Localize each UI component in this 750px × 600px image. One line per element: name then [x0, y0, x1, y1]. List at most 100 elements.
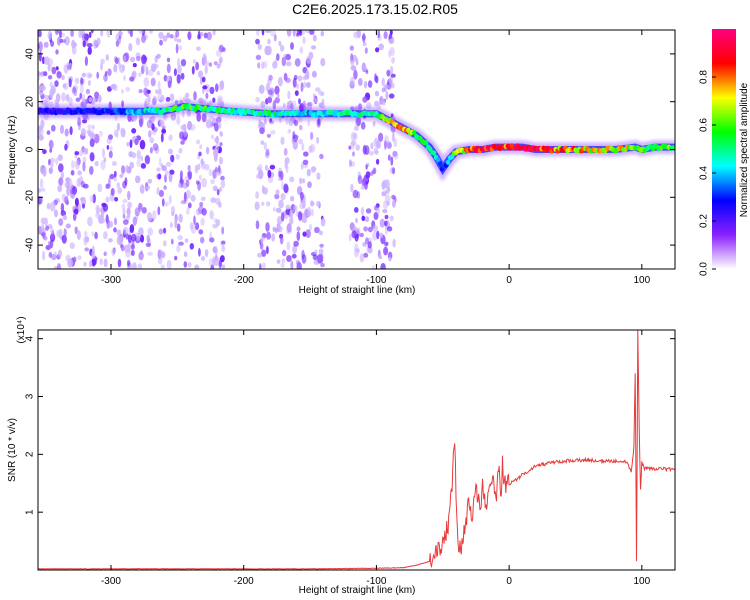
snr-y-tick-label: 2	[25, 451, 36, 457]
noise-speckle	[55, 93, 61, 103]
noise-speckle	[38, 74, 41, 81]
noise-speckle	[135, 56, 141, 62]
noise-speckle	[388, 93, 395, 99]
noise-speckle	[175, 30, 180, 38]
noise-speckle	[212, 97, 216, 103]
noise-speckle	[201, 76, 206, 83]
noise-speckle	[48, 139, 54, 149]
noise-speckle	[122, 226, 129, 235]
noise-speckle	[293, 205, 298, 212]
ridge-cell	[435, 157, 441, 163]
noise-speckle	[39, 178, 44, 189]
noise-speckle	[386, 141, 392, 150]
noise-speckle	[319, 253, 324, 264]
noise-speckle	[54, 80, 59, 87]
noise-speckle	[362, 96, 368, 103]
noise-speckle	[128, 43, 133, 52]
noise-speckle	[40, 187, 46, 192]
noise-speckle	[353, 69, 358, 80]
noise-speckle	[268, 74, 273, 81]
noise-speckle	[212, 223, 218, 229]
noise-speckle	[364, 47, 368, 54]
noise-speckle	[365, 208, 372, 214]
noise-speckle	[392, 150, 398, 157]
noise-speckle	[132, 63, 137, 68]
noise-speckle	[103, 231, 108, 240]
noise-speckle	[39, 126, 44, 136]
snr-scale-label: (x10⁴)	[16, 316, 27, 343]
noise-speckle	[200, 196, 206, 201]
noise-speckle	[60, 92, 66, 102]
noise-speckle	[87, 73, 93, 78]
noise-speckle	[145, 185, 151, 191]
noise-speckle	[161, 128, 167, 134]
noise-speckle	[110, 84, 116, 90]
noise-speckle	[168, 134, 173, 141]
noise-speckle	[301, 199, 306, 209]
noise-speckle	[320, 262, 325, 268]
noise-speckle	[372, 167, 377, 175]
noise-speckle	[378, 255, 383, 260]
noise-speckle	[220, 255, 225, 263]
noise-speckle	[78, 150, 83, 157]
noise-speckle	[82, 161, 86, 172]
noise-speckle	[200, 256, 206, 261]
noise-speckle	[106, 219, 111, 229]
noise-speckle	[80, 128, 86, 137]
noise-speckle	[362, 32, 366, 43]
noise-speckle	[213, 218, 218, 223]
noise-speckle	[135, 37, 141, 46]
noise-speckle	[71, 160, 75, 169]
spectrogram-y-tick-label: -20	[25, 190, 36, 205]
noise-speckle	[266, 133, 271, 138]
noise-speckle	[213, 61, 218, 66]
spectrogram-x-tick-label: -100	[366, 275, 386, 286]
noise-speckle	[392, 238, 396, 248]
noise-speckle	[40, 119, 45, 129]
noise-speckle	[129, 224, 135, 234]
noise-speckle	[178, 213, 183, 223]
noise-speckle	[365, 70, 369, 74]
spectrogram-x-ticks: -300 -200 -100 0 100	[101, 30, 651, 286]
noise-speckle	[57, 185, 63, 193]
noise-speckle	[280, 193, 286, 201]
noise-speckle	[47, 75, 53, 80]
noise-speckle	[103, 258, 108, 268]
noise-speckle	[317, 90, 324, 96]
noise-speckle	[269, 30, 276, 37]
noise-speckle	[103, 251, 107, 257]
noise-speckle	[280, 262, 285, 268]
noise-speckle	[75, 97, 81, 102]
noise-speckle	[178, 45, 183, 51]
noise-speckle	[201, 177, 207, 188]
noise-speckle	[58, 176, 64, 186]
noise-speckle	[186, 207, 190, 216]
noise-speckle	[84, 230, 88, 237]
noise-speckle	[198, 151, 202, 157]
noise-speckle	[81, 72, 87, 78]
noise-speckle	[51, 66, 57, 75]
noise-speckle	[384, 220, 388, 227]
noise-speckle	[68, 78, 72, 88]
noise-speckle	[254, 201, 260, 211]
noise-speckle	[309, 30, 315, 35]
noise-speckle	[148, 130, 152, 138]
noise-speckle	[127, 234, 132, 244]
noise-speckle	[292, 30, 296, 37]
spectrogram-y-tick-label: 0	[25, 146, 36, 152]
noise-speckle	[120, 89, 124, 94]
noise-speckle	[92, 39, 97, 50]
noise-speckle	[40, 232, 46, 237]
noise-speckle	[272, 61, 278, 69]
noise-speckle	[378, 43, 385, 51]
noise-speckle	[303, 151, 309, 157]
spectrogram-noise	[38, 30, 399, 269]
noise-speckle	[82, 183, 89, 189]
noise-speckle	[132, 216, 137, 226]
noise-speckle	[109, 146, 113, 152]
noise-speckle	[145, 242, 151, 247]
noise-speckle	[109, 173, 115, 180]
noise-speckle	[70, 189, 76, 199]
noise-speckle	[261, 30, 265, 36]
